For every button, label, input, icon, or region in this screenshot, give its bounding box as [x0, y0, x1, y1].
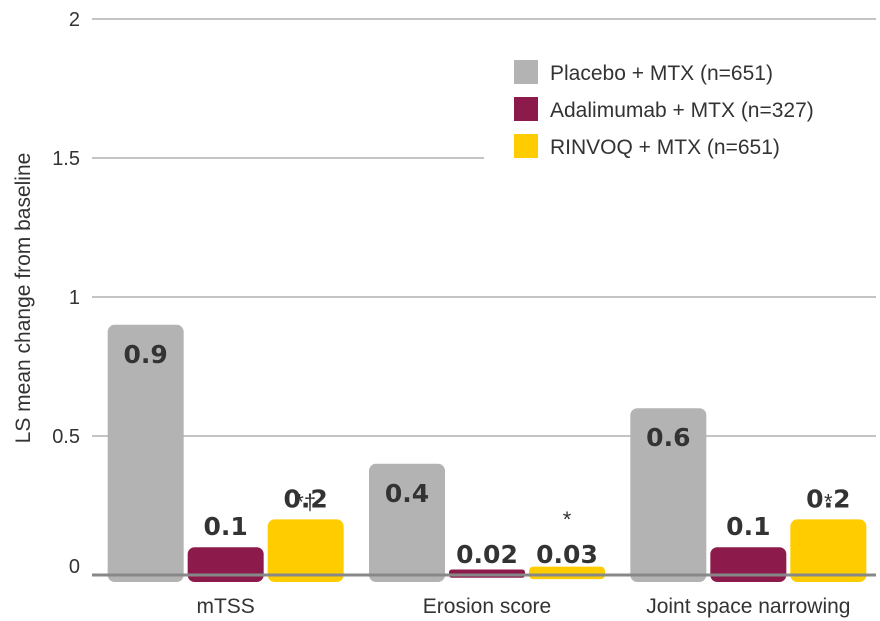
bar — [790, 519, 867, 582]
bar-value-label: 0.6 — [646, 423, 690, 452]
x-category-labels: mTSS Erosion score Joint space narrowing — [196, 595, 850, 618]
y-tick-label: 2 — [69, 9, 80, 31]
legend-entry: Placebo + MTX (n=651) — [550, 62, 773, 85]
legend-swatch — [514, 134, 538, 158]
x-category-label: Joint space narrowing — [646, 595, 850, 618]
legend-entry: Adalimumab + MTX (n=327) — [550, 99, 814, 122]
legend-entry: RINVOQ + MTX (n=651) — [550, 136, 780, 159]
legend-swatch — [514, 97, 538, 121]
y-tick-label: 0.5 — [52, 426, 80, 448]
y-tick-label: 1.5 — [52, 148, 80, 170]
x-category-label: mTSS — [196, 595, 254, 618]
legend: Placebo + MTX (n=651) Adalimumab + MTX (n… — [488, 44, 860, 174]
bars: 0.90.10.2*† 0.40.02 0.03*0.60.10.2* — [107, 324, 867, 582]
legend-swatch — [514, 60, 538, 84]
bar — [369, 463, 445, 582]
significance-marker: *† — [295, 489, 316, 514]
bar-value-label: 0.2 — [806, 484, 850, 513]
significance-marker: * — [563, 507, 572, 532]
bar-value-label: 0.4 — [385, 479, 429, 508]
bar-value-label: 0.9 — [124, 340, 168, 369]
bar-value-label: 0.03 — [536, 540, 598, 569]
y-tick-labels: 0 0.5 1 1.5 2 — [52, 9, 80, 578]
bar-value-label: 0.02 — [456, 540, 518, 569]
bar-value-label: 0.2 — [284, 484, 328, 513]
bar — [267, 519, 344, 582]
y-axis-label: LS mean change from baseline — [12, 153, 35, 444]
legend-background — [488, 44, 860, 174]
bar-value-label: 0.1 — [726, 512, 770, 541]
y-tick-label: 0 — [69, 556, 80, 578]
gridlines — [92, 18, 876, 437]
bar — [630, 408, 707, 582]
bar — [107, 324, 184, 582]
bar — [710, 547, 787, 582]
bar-value-label: 0.1 — [204, 512, 248, 541]
y-tick-label: 1 — [69, 287, 80, 309]
significance-marker: * — [824, 489, 833, 514]
bar — [187, 547, 264, 582]
x-category-label: Erosion score — [423, 595, 551, 618]
